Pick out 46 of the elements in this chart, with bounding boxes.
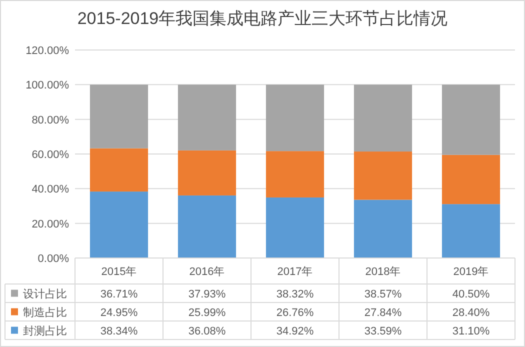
bar [266, 151, 324, 198]
y-tick-label: 120.00% [26, 45, 70, 57]
data-label: 31.10% [452, 325, 490, 338]
data-label: 28.40% [452, 306, 490, 319]
data-label: 27.84% [364, 306, 402, 319]
bar [90, 148, 148, 192]
legend-label: 封测占比 [23, 324, 67, 338]
legend-label: 设计占比 [23, 287, 67, 300]
y-tick-label: 80.00% [32, 114, 70, 126]
bar [442, 204, 500, 258]
x-tick-label: 2015年 [101, 266, 137, 278]
bar [90, 192, 148, 258]
bar [178, 150, 236, 196]
chart-title: 2015-2019年我国集成电路产业三大环节占比情况 [77, 9, 448, 28]
data-label: 37.93% [188, 288, 226, 300]
y-tick-label: 60.00% [32, 149, 70, 161]
data-label: 36.71% [100, 288, 138, 300]
data-label: 26.76% [276, 306, 314, 319]
bar [266, 197, 324, 258]
bar [266, 84, 324, 152]
x-tick-label: 2019年 [453, 266, 489, 278]
data-label: 40.50% [452, 288, 490, 300]
bar [354, 84, 412, 152]
y-tick-label: 100.00% [26, 80, 70, 92]
bar [354, 200, 412, 258]
x-tick-label: 2017年 [277, 266, 313, 278]
y-tick-label: 0.00% [38, 253, 70, 265]
data-label: 38.57% [364, 288, 402, 300]
x-tick-label: 2016年 [189, 266, 225, 278]
legend-label: 制造占比 [23, 306, 67, 319]
bar [178, 195, 236, 258]
data-label: 34.92% [276, 325, 314, 338]
bar [442, 84, 500, 155]
x-tick-label: 2018年 [365, 266, 401, 278]
data-label: 24.95% [100, 306, 138, 319]
y-tick-label: 20.00% [32, 218, 70, 230]
data-label: 38.32% [276, 288, 314, 300]
data-label: 38.34% [100, 325, 138, 338]
data-label: 36.08% [188, 325, 226, 338]
bar [442, 154, 500, 204]
bar [178, 84, 236, 150]
y-tick-label: 40.00% [32, 184, 70, 196]
data-label: 33.59% [364, 325, 402, 338]
bar [354, 152, 412, 200]
bar [90, 84, 148, 148]
data-label: 25.99% [188, 306, 226, 319]
